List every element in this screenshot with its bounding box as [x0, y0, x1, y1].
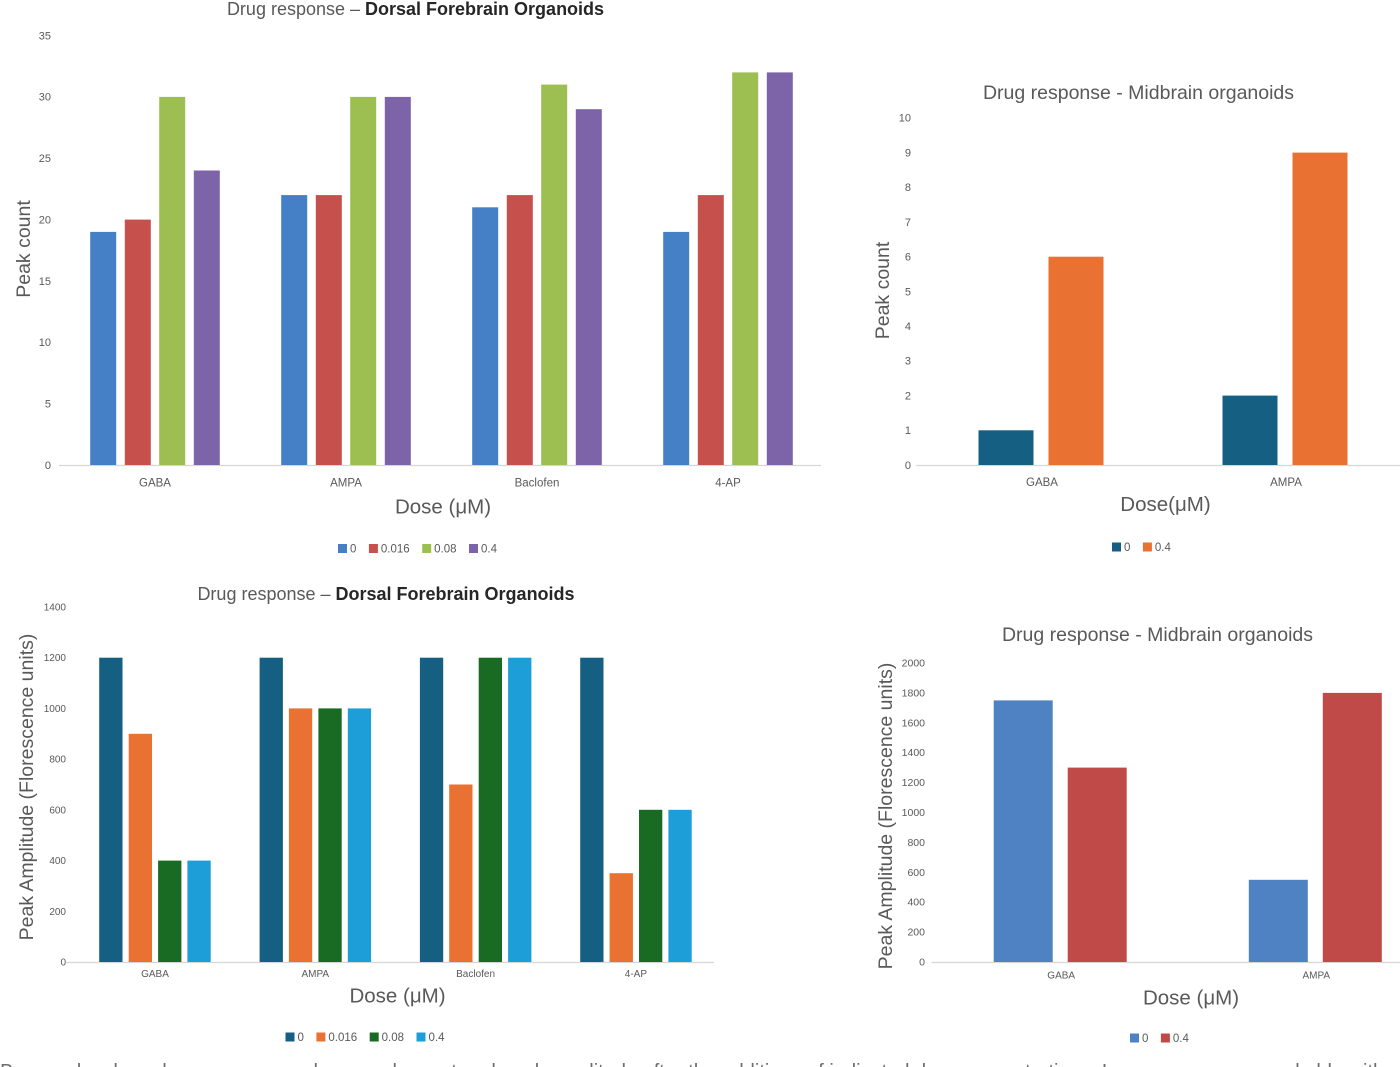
svg-text:Dose (μM): Dose (μM) [349, 985, 445, 1008]
svg-text:0: 0 [350, 544, 356, 556]
svg-text:5: 5 [45, 398, 51, 410]
svg-text:AMPA: AMPA [330, 478, 362, 490]
svg-text:Drug response – Dorsal Forebra: Drug response – Dorsal Forebrain Organoi… [197, 584, 574, 604]
svg-text:35: 35 [39, 30, 51, 42]
svg-text:2: 2 [905, 390, 911, 402]
svg-text:400: 400 [49, 856, 66, 867]
svg-text:0.4: 0.4 [429, 1032, 446, 1044]
svg-text:1400: 1400 [44, 602, 67, 613]
svg-text:200: 200 [49, 907, 66, 918]
svg-text:Drug response – Dorsal Forebra: Drug response – Dorsal Forebrain Organoi… [227, 0, 604, 19]
svg-text:GABA: GABA [1026, 477, 1058, 489]
svg-text:6: 6 [905, 252, 911, 264]
svg-text:0: 0 [1142, 1033, 1148, 1045]
svg-text:25: 25 [39, 153, 51, 165]
svg-text:GABA: GABA [141, 969, 169, 980]
svg-text:0.4: 0.4 [481, 544, 498, 556]
svg-text:1200: 1200 [44, 653, 67, 664]
svg-text:Dose (μM): Dose (μM) [1143, 987, 1239, 1010]
svg-text:0: 0 [45, 460, 51, 472]
svg-text:15: 15 [39, 276, 51, 288]
svg-text:3: 3 [905, 356, 911, 368]
svg-text:4: 4 [905, 321, 911, 333]
svg-text:0: 0 [298, 1032, 304, 1044]
svg-text:Drug response - Midbrain organ: Drug response - Midbrain organoids [1002, 624, 1313, 646]
svg-text:0.08: 0.08 [434, 544, 456, 556]
svg-text:5: 5 [905, 286, 911, 298]
svg-text:Peak Amplitude (Florescence un: Peak Amplitude (Florescence units) [875, 663, 897, 970]
svg-text:0.016: 0.016 [328, 1032, 357, 1044]
svg-text:1200: 1200 [902, 777, 926, 789]
svg-text:GABA: GABA [139, 478, 171, 490]
svg-text:1400: 1400 [902, 747, 926, 759]
svg-text:1800: 1800 [902, 687, 926, 699]
svg-text:Bar graphs show drug responses: Bar graphs show drug responses where pea… [0, 1061, 1384, 1067]
svg-text:0.016: 0.016 [381, 544, 410, 556]
svg-text:0.08: 0.08 [382, 1032, 404, 1044]
svg-text:4-AP: 4-AP [715, 478, 741, 490]
svg-text:600: 600 [907, 867, 925, 879]
svg-text:Drug response - Midbrain organ: Drug response - Midbrain organoids [983, 82, 1294, 104]
svg-text:Dose(μM): Dose(μM) [1120, 493, 1210, 516]
svg-text:7: 7 [905, 217, 911, 229]
svg-text:4-AP: 4-AP [625, 969, 648, 980]
svg-text:Peak Amplitude (Florescence un: Peak Amplitude (Florescence units) [16, 634, 38, 941]
svg-text:0: 0 [905, 460, 911, 472]
svg-text:600: 600 [49, 805, 66, 816]
svg-text:10: 10 [899, 113, 911, 125]
svg-text:20: 20 [39, 214, 51, 226]
svg-text:AMPA: AMPA [1270, 477, 1302, 489]
svg-text:1000: 1000 [902, 807, 926, 819]
svg-text:200: 200 [907, 927, 925, 939]
svg-text:1000: 1000 [44, 704, 67, 715]
svg-text:0: 0 [1124, 542, 1130, 554]
svg-text:800: 800 [49, 755, 66, 766]
svg-text:Baclofen: Baclofen [515, 478, 560, 490]
svg-text:1: 1 [905, 425, 911, 437]
svg-text:0: 0 [60, 958, 66, 969]
svg-text:AMPA: AMPA [1302, 971, 1330, 982]
svg-text:GABA: GABA [1047, 971, 1075, 982]
svg-text:Peak count: Peak count [13, 200, 35, 298]
svg-text:8: 8 [905, 182, 911, 194]
svg-text:400: 400 [907, 897, 925, 909]
svg-text:0: 0 [919, 957, 925, 969]
svg-text:1600: 1600 [902, 717, 926, 729]
svg-text:800: 800 [907, 837, 925, 849]
svg-text:AMPA: AMPA [301, 969, 329, 980]
svg-text:30: 30 [39, 92, 51, 104]
svg-text:10: 10 [39, 337, 51, 349]
svg-text:2000: 2000 [902, 658, 926, 670]
svg-text:0.4: 0.4 [1173, 1033, 1190, 1045]
svg-text:0.4: 0.4 [1155, 542, 1172, 554]
svg-text:Baclofen: Baclofen [456, 969, 495, 980]
svg-text:Peak count: Peak count [872, 241, 894, 339]
svg-text:Dose (μM): Dose (μM) [395, 496, 491, 519]
svg-text:9: 9 [905, 147, 911, 159]
